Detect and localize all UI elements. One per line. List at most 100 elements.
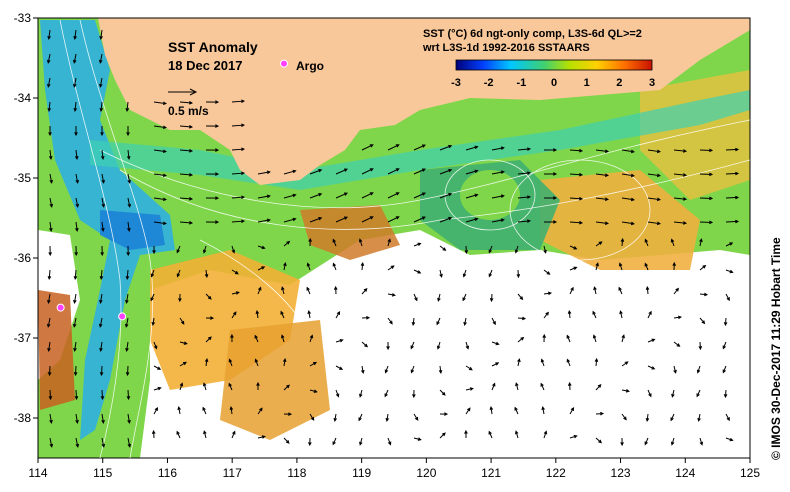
velocity-arrow — [361, 288, 368, 295]
velocity-arrow — [387, 238, 391, 247]
velocity-arrow — [361, 365, 365, 374]
velocity-arrow — [387, 192, 400, 199]
velocity-arrow — [283, 437, 290, 444]
velocity-arrow — [151, 317, 156, 326]
velocity-arrow — [465, 193, 479, 199]
velocity-arrow — [619, 310, 623, 319]
velocity-arrow — [566, 358, 571, 367]
velocity-arrow — [47, 77, 51, 88]
velocity-arrow — [47, 29, 51, 41]
velocity-arrow — [517, 219, 532, 223]
velocity-arrow — [489, 405, 494, 415]
velocity-arrow — [567, 381, 572, 391]
velocity-arrow — [387, 293, 396, 297]
velocity-arrow — [592, 310, 597, 319]
velocity-arrow — [491, 317, 496, 326]
velocity-arrow — [699, 317, 706, 325]
velocity-arrow — [361, 168, 374, 175]
velocity-arrow — [48, 149, 53, 161]
velocity-arrow — [439, 144, 453, 151]
velocity-arrow — [644, 238, 649, 247]
colorbar-title-line2: wrt L3S-1d 1992-2016 SSTAARS — [422, 42, 590, 54]
colorbar-tick-label: 2 — [616, 77, 622, 89]
velocity-arrow — [176, 430, 181, 439]
velocity-arrow — [620, 437, 624, 447]
velocity-arrow — [48, 125, 52, 137]
velocity-arrow — [126, 149, 131, 161]
velocity-arrow — [257, 194, 271, 199]
velocity-arrow — [101, 197, 106, 208]
velocity-arrow — [543, 172, 558, 176]
velocity-arrow — [73, 269, 78, 281]
velocity-arrow — [516, 269, 521, 279]
velocity-arrow — [722, 341, 727, 350]
velocity-arrow — [722, 365, 727, 374]
velocity-arrow — [179, 361, 187, 367]
velocity-arrow — [98, 317, 103, 328]
velocity-arrow — [413, 242, 422, 247]
velocity-arrow — [569, 266, 578, 271]
velocity-arrow — [150, 269, 155, 278]
velocity-arrow — [179, 196, 194, 201]
velocity-arrow — [126, 389, 131, 401]
velocity-arrow — [99, 269, 104, 281]
map-date: 18 Dec 2017 — [168, 58, 242, 73]
velocity-arrow — [179, 220, 194, 225]
velocity-arrow — [360, 261, 365, 271]
velocity-arrow — [410, 365, 415, 374]
argo-float-marker — [279, 59, 288, 68]
velocity-arrow — [153, 365, 162, 370]
velocity-arrow — [283, 217, 297, 223]
velocity-arrow — [332, 437, 337, 446]
velocity-arrow — [282, 357, 287, 367]
velocity-arrow — [725, 147, 740, 152]
velocity-arrow — [281, 286, 285, 295]
velocity-arrow — [231, 99, 246, 104]
velocity-arrow — [670, 413, 675, 422]
velocity-arrow — [75, 173, 79, 184]
velocity-arrow — [725, 171, 740, 176]
velocity-arrow — [153, 221, 167, 226]
velocity-arrow — [488, 245, 493, 254]
velocity-arrow — [673, 315, 683, 320]
velocity-arrow — [254, 334, 259, 343]
velocity-arrow — [150, 293, 155, 302]
velocity-arrow — [306, 262, 311, 271]
velocity-arrow — [49, 197, 54, 208]
velocity-arrow — [231, 245, 236, 254]
velocity-arrow — [699, 220, 714, 225]
velocity-arrow — [725, 195, 740, 200]
velocity-arrow — [203, 430, 207, 439]
velocity-arrow — [99, 29, 103, 41]
velocity-arrow — [205, 100, 220, 104]
velocity-arrow — [439, 432, 446, 439]
velocity-arrow — [204, 357, 209, 367]
velocity-arrow — [723, 389, 728, 399]
velocity-arrow — [517, 293, 524, 301]
velocity-arrow — [127, 413, 131, 424]
colorbar-tick-label: 0 — [551, 77, 557, 89]
velocity-arrow — [387, 144, 400, 151]
velocity-arrow — [699, 264, 707, 271]
velocity-arrow — [723, 317, 728, 327]
argo-float-marker — [56, 303, 65, 312]
velocity-arrow — [228, 358, 233, 367]
velocity-arrow — [465, 407, 471, 415]
velocity-arrow — [384, 365, 389, 374]
velocity-arrow — [595, 437, 603, 444]
velocity-arrow — [283, 240, 291, 247]
velocity-arrow — [491, 362, 500, 367]
velocity-arrow — [101, 221, 105, 233]
velocity-arrow — [569, 196, 584, 201]
velocity-arrow — [231, 219, 246, 224]
velocity-arrow — [127, 173, 131, 184]
velocity-arrow — [413, 192, 426, 199]
velocity-arrow — [127, 221, 131, 233]
velocity-arrow — [566, 334, 571, 343]
velocity-arrow — [491, 218, 505, 223]
velocity-arrow — [127, 197, 132, 208]
velocity-arrow — [99, 293, 103, 304]
velocity-arrow — [99, 101, 104, 113]
velocity-arrow — [413, 437, 422, 441]
